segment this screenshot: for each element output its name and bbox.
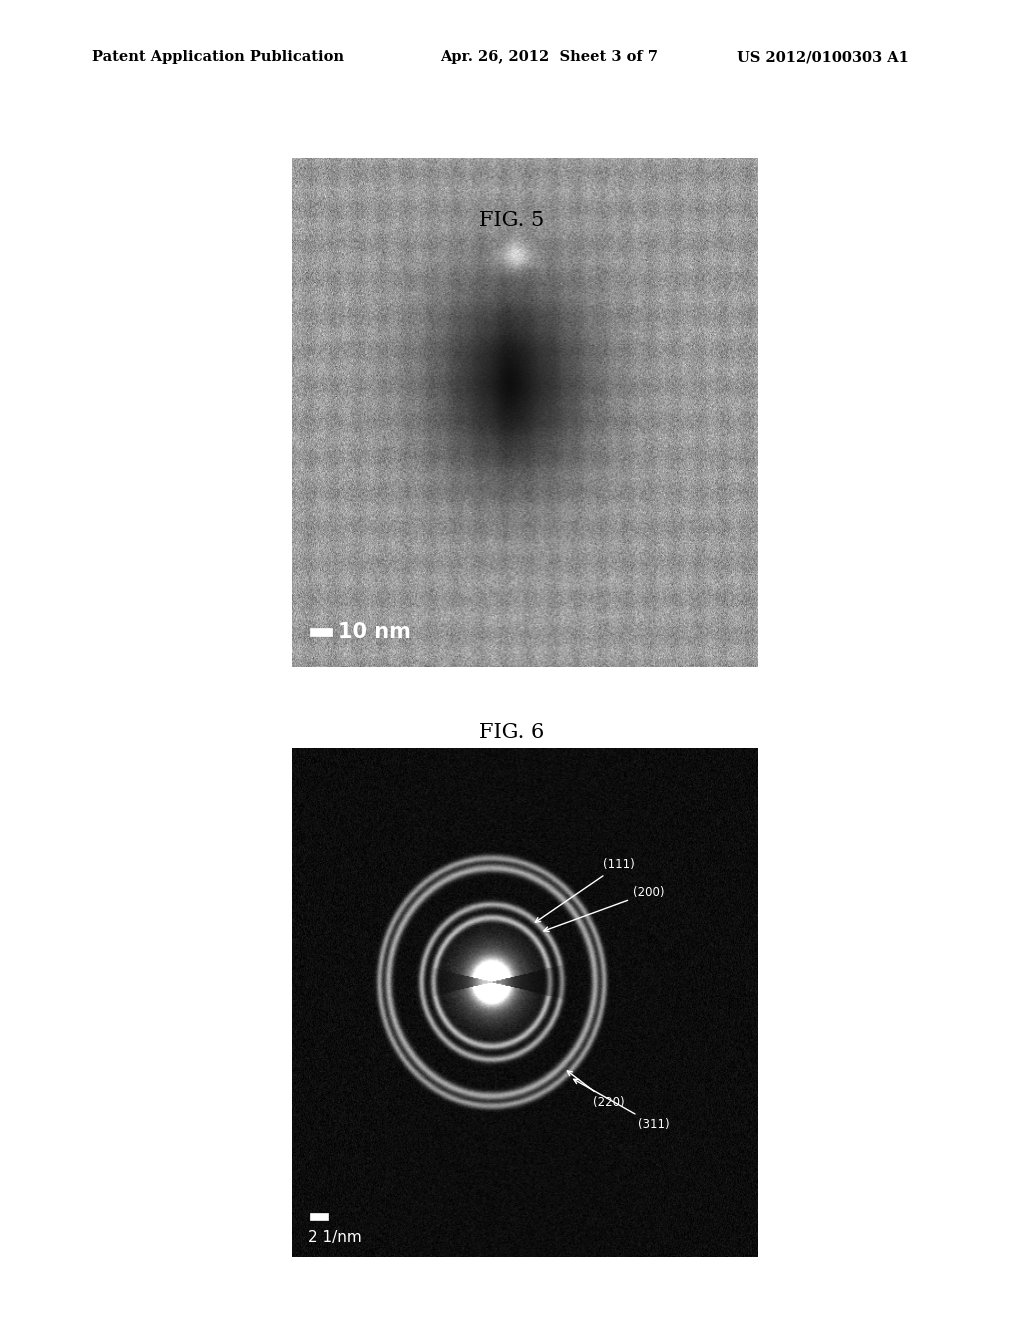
- Text: (220): (220): [567, 1071, 625, 1109]
- Text: FIG. 6: FIG. 6: [479, 723, 545, 742]
- Text: Apr. 26, 2012  Sheet 3 of 7: Apr. 26, 2012 Sheet 3 of 7: [440, 50, 658, 65]
- Text: (200): (200): [544, 886, 665, 932]
- Text: (311): (311): [573, 1080, 670, 1131]
- Text: FIG. 5: FIG. 5: [479, 211, 545, 230]
- Bar: [310, 628, 333, 636]
- Bar: [310, 1213, 329, 1220]
- Text: (111): (111): [536, 858, 635, 923]
- Text: US 2012/0100303 A1: US 2012/0100303 A1: [737, 50, 909, 65]
- Text: Patent Application Publication: Patent Application Publication: [92, 50, 344, 65]
- Text: 2 1/nm: 2 1/nm: [308, 1230, 362, 1245]
- Text: 10 nm: 10 nm: [338, 622, 412, 642]
